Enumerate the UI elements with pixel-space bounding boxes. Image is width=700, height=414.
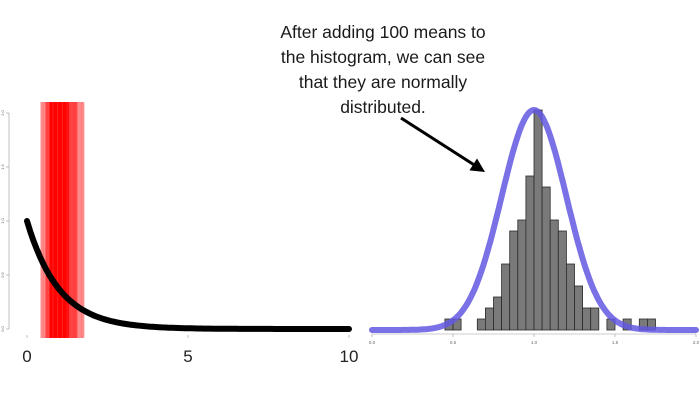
right-chart-histogram: 0.0 0.5 1.0 1.5 2.0	[369, 106, 700, 345]
histogram-bar	[590, 307, 600, 331]
arrow-shaft	[400, 116, 480, 170]
histogram-bar	[574, 285, 584, 331]
histogram-bar	[509, 230, 519, 331]
histogram-bar	[493, 296, 503, 331]
exponential-curve	[24, 218, 352, 332]
histogram-bar	[549, 219, 559, 331]
arrow-head	[469, 158, 485, 172]
histogram-bar	[525, 175, 535, 331]
histogram-bar	[582, 307, 592, 331]
left-y-tick-label: 1.5	[0, 163, 5, 169]
annotation-arrow	[400, 116, 485, 172]
left-x-tick-label: 0	[22, 347, 31, 366]
normal-curve	[369, 106, 699, 333]
histogram-bar	[484, 307, 494, 331]
left-x-tick-label: 5	[183, 347, 192, 366]
histogram-bar	[476, 318, 486, 331]
histogram-bar	[566, 263, 575, 331]
right-x-tick-label: 0.5	[450, 340, 457, 345]
mean-band-core	[49, 102, 69, 338]
right-x-tick-label: 1.0	[531, 340, 538, 345]
annotation-line-1: After adding 100 means to	[280, 22, 486, 42]
annotation-text: After adding 100 means to the histogram,…	[258, 20, 508, 120]
histogram-bar	[517, 219, 527, 331]
right-x-tick-label: 1.5	[612, 340, 619, 345]
annotation-line-2: the histogram, we can see	[280, 47, 486, 67]
histogram-bar	[501, 263, 511, 331]
right-x-tick-label: 2.0	[693, 340, 700, 345]
histogram-bar	[557, 230, 567, 331]
right-x-tick-label: 0.0	[369, 340, 376, 345]
left-y-tick-label: 1.0	[0, 217, 5, 223]
histogram-bar	[533, 109, 543, 331]
left-chart-exponential: 0.0 0.5 1.0 1.5 2.0 0 5 10	[0, 102, 358, 366]
left-y-tick-label: 2.0	[0, 109, 5, 115]
left-x-tick-label: 10	[340, 347, 359, 366]
annotation-line-3: that they are normally	[298, 72, 468, 92]
left-y-tick-label: 0.5	[0, 271, 5, 277]
annotation-line-4: distributed.	[340, 97, 426, 117]
histogram-bar	[541, 186, 551, 331]
left-y-tick-label: 0.0	[0, 325, 5, 331]
